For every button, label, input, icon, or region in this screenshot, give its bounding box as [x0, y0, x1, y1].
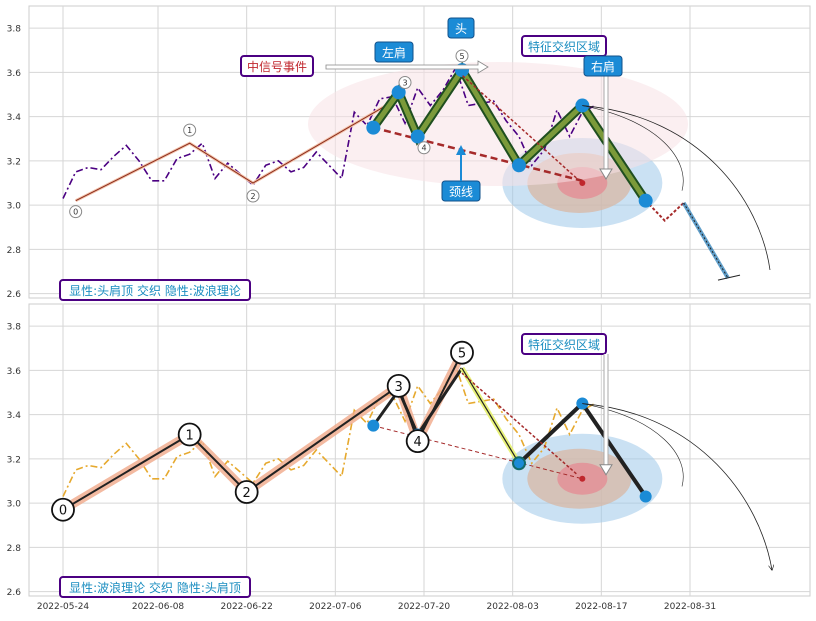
target-point — [579, 179, 586, 186]
y-tick-label: 3.2 — [7, 157, 21, 167]
projection-line — [683, 202, 729, 279]
pattern-point — [391, 85, 406, 100]
y-tick-label: 3.4 — [7, 411, 22, 421]
x-tick-label: 2022-06-08 — [132, 602, 185, 612]
wave-marker-label: 3 — [395, 380, 403, 395]
wave-marker-label: 4 — [414, 435, 422, 450]
wave-marker-label: 5 — [458, 347, 466, 362]
interaction-zone-label-box — [521, 35, 607, 57]
pattern-point — [366, 120, 381, 135]
y-tick-label: 3.6 — [7, 69, 22, 79]
projection-cap — [717, 274, 741, 281]
price-series-line — [62, 363, 596, 497]
wave-marker-label: 4 — [421, 144, 426, 153]
pattern-line — [372, 367, 464, 438]
forecast-curve — [582, 403, 772, 570]
pattern-point — [639, 490, 652, 503]
target-point — [579, 475, 586, 482]
wave-marker-label: 1 — [187, 126, 192, 135]
x-tick-label: 2022-05-24 — [37, 602, 90, 612]
y-tick-label: 3.0 — [7, 202, 22, 212]
pattern-point — [367, 419, 380, 432]
y-tick-label: 2.6 — [7, 290, 22, 300]
x-tick-label: 2022-06-22 — [221, 602, 273, 612]
zone-arrow-head — [599, 464, 613, 476]
wave-marker — [177, 422, 202, 447]
y-tick-label: 3.8 — [7, 323, 22, 333]
wave-line — [62, 352, 463, 511]
pattern-label-box — [447, 17, 475, 39]
pattern-point — [638, 193, 653, 208]
wave-marker — [234, 480, 259, 504]
wave-marker-label: 2 — [243, 486, 251, 501]
pattern-line — [461, 367, 520, 464]
wave-marker-label: 1 — [186, 429, 194, 444]
forecast-curve — [582, 105, 771, 271]
pattern-label-box — [583, 55, 623, 77]
status-label: 显性:波浪理论 交织 隐性:头肩顶 — [69, 580, 241, 595]
wave-marker-label: 5 — [459, 52, 464, 61]
pattern-point — [512, 456, 526, 471]
x-tick-label: 2022-07-06 — [309, 602, 362, 612]
x-tick-label: 2022-08-03 — [487, 602, 539, 612]
y-tick-label: 3.8 — [7, 25, 22, 35]
zone-arrow-head — [599, 168, 613, 180]
interaction-zone-label: 特征交织区域 — [528, 39, 600, 54]
wave-marker — [417, 141, 431, 155]
y-tick-label: 3.6 — [7, 367, 22, 377]
wave-marker — [386, 373, 411, 398]
x-tick-label: 2022-08-17 — [575, 602, 627, 612]
status-label-box — [59, 279, 251, 301]
wave-marker — [246, 189, 260, 203]
projection-line — [644, 200, 685, 223]
neckline — [373, 126, 583, 182]
pattern-point — [410, 129, 425, 144]
wave-marker-label: 0 — [59, 504, 67, 519]
signal-event-arrow — [325, 60, 489, 74]
pattern-label: 右肩 — [591, 59, 615, 74]
wave-marker-label: 2 — [250, 192, 255, 201]
signal-event-label-box — [240, 55, 314, 77]
signal-event-label: 中信号事件 — [247, 59, 307, 74]
interaction-zone-label-box — [521, 333, 607, 355]
status-label: 显性:头肩顶 交织 隐性:波浪理论 — [69, 283, 241, 298]
wave-marker — [51, 497, 75, 522]
pattern-point — [512, 158, 526, 173]
wave-marker — [455, 49, 469, 63]
target-link — [461, 74, 577, 179]
x-tick-label: 2022-08-31 — [664, 602, 716, 612]
wave-marker — [450, 340, 474, 365]
neckline-arrow-head — [456, 145, 466, 155]
bottom-panel: 2.6 2.8 3.0 3.2 3.4 3.6 3.8 2022-05-24 2022-06-0… — [7, 303, 811, 612]
pattern-label: 左肩 — [382, 45, 406, 60]
wave-marker — [69, 205, 83, 219]
pattern-label: 颈线 — [449, 185, 473, 199]
wave-marker-label: 0 — [73, 208, 78, 217]
interaction-zone-label: 特征交织区域 — [528, 337, 600, 352]
pattern-label-box — [374, 41, 414, 63]
status-label-box — [59, 576, 251, 598]
wave-line — [75, 94, 406, 202]
y-tick-label: 3.0 — [7, 500, 22, 510]
wave-marker — [183, 123, 197, 137]
wave-marker — [405, 429, 430, 454]
y-tick-label: 3.4 — [7, 113, 22, 123]
top-panel: 2.6 2.8 3.0 3.2 3.4 3.6 3.8 0 1 2 3 4 5 特征交织区域 头左肩右肩颈线… — [7, 5, 811, 301]
y-tick-label: 2.8 — [7, 246, 22, 256]
wave-marker — [398, 75, 412, 89]
x-tick-label: 2022-07-20 — [398, 602, 451, 612]
target-link — [461, 372, 577, 475]
pattern-label: 头 — [455, 22, 467, 36]
y-tick-label: 2.6 — [7, 588, 22, 598]
y-tick-label: 2.8 — [7, 544, 22, 554]
wave-marker-label: 3 — [402, 78, 407, 87]
y-tick-label: 3.2 — [7, 455, 21, 465]
price-series-line — [62, 65, 596, 199]
